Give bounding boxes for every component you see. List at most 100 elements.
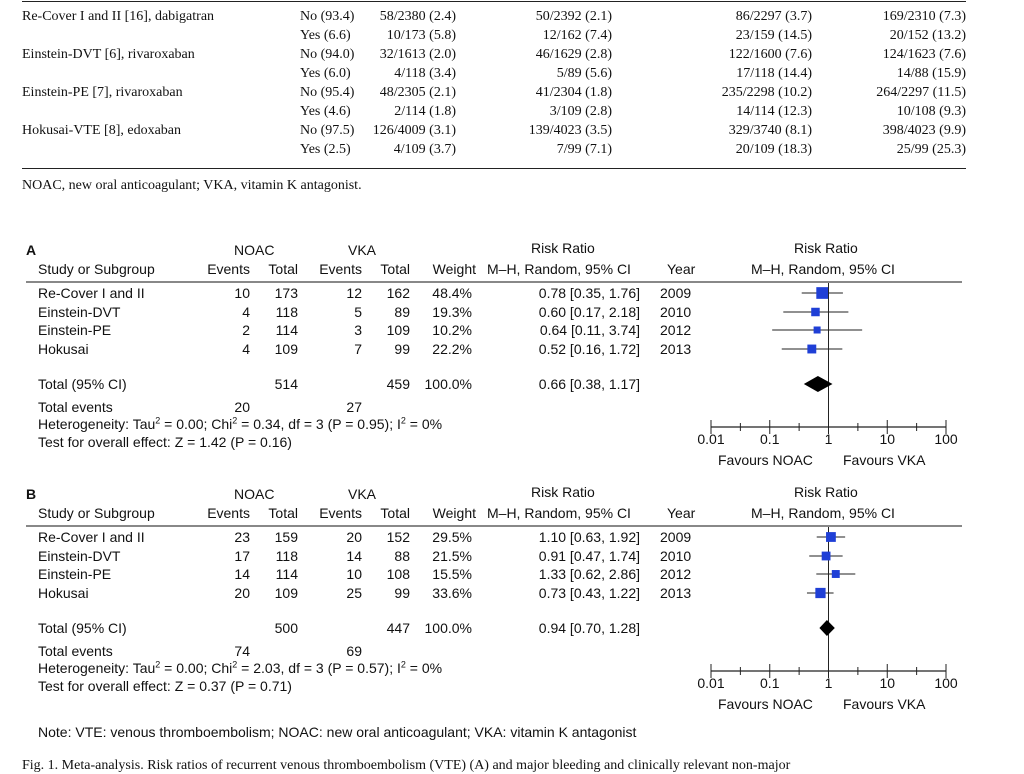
study-year: 2012 bbox=[660, 566, 692, 582]
vka-events: 20 bbox=[346, 529, 362, 545]
x-tick-label: 100 bbox=[934, 675, 958, 691]
x-tick-label: 0.01 bbox=[697, 675, 725, 691]
total-events-label: Total events bbox=[38, 643, 113, 659]
table-row: Einstein-DVT [6], rivaroxaban No (94.0) 32… bbox=[22, 47, 966, 66]
total-events-label: Total events bbox=[38, 399, 113, 415]
vka-total: 89 bbox=[394, 304, 410, 320]
total-ci: 0.66 [0.38, 1.17] bbox=[538, 376, 640, 392]
study-year: 2010 bbox=[660, 548, 692, 564]
favours-noac-label: Favours NOAC bbox=[718, 452, 813, 468]
study-cell: Hokusai-VTE [8], edoxaban bbox=[22, 123, 182, 138]
study-year: 2009 bbox=[660, 285, 692, 301]
vka-total: 152 bbox=[386, 529, 410, 545]
pooled-diamond bbox=[819, 620, 835, 636]
point-estimate-square bbox=[831, 570, 840, 578]
overall-effect-text: Test for overall effect: Z = 0.37 (P = 0… bbox=[38, 678, 292, 694]
study-ci: 1.10 [0.63, 1.92] bbox=[538, 529, 640, 545]
forest-plot-svg bbox=[710, 282, 947, 434]
table-row: Einstein-PE [7], rivaroxaban No (95.4) 48/… bbox=[22, 85, 966, 104]
x-tick-label: 100 bbox=[934, 431, 958, 447]
point-estimate-square bbox=[813, 326, 821, 334]
risk-ratio-header: Risk Ratio bbox=[531, 484, 595, 500]
study-ci: 0.52 [0.16, 1.72] bbox=[538, 341, 640, 357]
group-cell: Yes (2.5) bbox=[300, 142, 351, 157]
superscript: 2 bbox=[232, 415, 238, 426]
favours-vka-label: Favours VKA bbox=[843, 452, 926, 468]
study-weight: 48.4% bbox=[432, 285, 472, 301]
total-noac: 500 bbox=[274, 620, 298, 636]
noac-events: 20 bbox=[234, 585, 250, 601]
study-ci: 0.78 [0.35, 1.76] bbox=[538, 285, 640, 301]
noac-total: 114 bbox=[275, 566, 298, 582]
study-year: 2012 bbox=[660, 322, 692, 338]
total-vka: 459 bbox=[386, 376, 410, 392]
value-cell: 50/2392 (2.1) bbox=[535, 9, 612, 24]
table-row: Re-Cover I and II [16], dabigatran No (93… bbox=[22, 9, 966, 28]
heterogeneity-text: Heterogeneity: Tau2 = 0.00; Chi2 = 2.03,… bbox=[38, 660, 442, 676]
study-name: Hokusai bbox=[38, 585, 89, 601]
noac-total: 118 bbox=[275, 548, 298, 564]
method-header: M–H, Random, 95% CI bbox=[487, 505, 631, 521]
value-cell: 5/89 (5.6) bbox=[556, 66, 612, 81]
figure-caption: Fig. 1. Meta-analysis. Risk ratios of re… bbox=[22, 758, 791, 773]
method-plot-header: M–H, Random, 95% CI bbox=[751, 261, 895, 277]
overall-effect-text: Test for overall effect: Z = 1.42 (P = 0… bbox=[38, 434, 292, 450]
value-cell: 12/162 (7.4) bbox=[542, 28, 612, 43]
study-weight: 15.5% bbox=[432, 566, 472, 582]
value-cell: 126/4009 (3.1) bbox=[372, 123, 456, 138]
value-cell: 139/4023 (3.5) bbox=[528, 123, 612, 138]
total-events-vka: 27 bbox=[346, 399, 362, 415]
study-cell: Einstein-PE [7], rivaroxaban bbox=[22, 85, 183, 100]
vka-events-header: Events bbox=[319, 505, 362, 521]
table-row: Hokusai-VTE [8], edoxaban No (97.5) 126/40… bbox=[22, 123, 966, 142]
study-ci: 0.73 [0.43, 1.22] bbox=[538, 585, 640, 601]
noac-total: 118 bbox=[275, 304, 298, 320]
value-cell: 4/109 (3.7) bbox=[393, 142, 456, 157]
noac-total: 114 bbox=[275, 322, 298, 338]
noac-events: 14 bbox=[234, 566, 250, 582]
noac-header: NOAC bbox=[234, 242, 275, 258]
total-vka: 447 bbox=[386, 620, 410, 636]
study-ci: 0.60 [0.17, 2.18] bbox=[538, 304, 640, 320]
method-plot-header: M–H, Random, 95% CI bbox=[751, 505, 895, 521]
x-tick-label: 1 bbox=[824, 431, 833, 447]
vka-total: 109 bbox=[386, 322, 410, 338]
vka-events: 3 bbox=[354, 322, 362, 338]
figure-footnote: Note: VTE: venous thromboembolism; NOAC:… bbox=[38, 724, 637, 740]
point-estimate-square bbox=[811, 307, 820, 317]
weight-header: Weight bbox=[432, 261, 476, 277]
study-year: 2009 bbox=[660, 529, 692, 545]
noac-events-header: Events bbox=[207, 505, 250, 521]
heterogeneity-part: = 0% bbox=[405, 660, 443, 676]
noac-total: 159 bbox=[274, 529, 298, 545]
heterogeneity-part: Heterogeneity: Tau bbox=[38, 416, 156, 432]
heterogeneity-part: Heterogeneity: Tau bbox=[38, 660, 156, 676]
value-cell: 48/2305 (2.1) bbox=[379, 85, 456, 100]
heterogeneity-part: = 0.00; Chi bbox=[160, 660, 233, 676]
value-cell: 7/99 (7.1) bbox=[556, 142, 612, 157]
vka-total: 99 bbox=[394, 341, 410, 357]
header-rule bbox=[26, 281, 962, 283]
panel-label: A bbox=[26, 242, 37, 258]
risk-ratio-plot-header: Risk Ratio bbox=[794, 484, 858, 500]
forest-plot-a: A NOAC VKA Risk Ratio Risk Ratio Study or Sub… bbox=[26, 240, 966, 470]
point-estimate-square bbox=[816, 287, 829, 299]
vka-events: 5 bbox=[354, 304, 362, 320]
group-cell: No (97.5) bbox=[300, 123, 355, 138]
study-cell: Einstein-DVT [6], rivaroxaban bbox=[22, 47, 195, 62]
vka-total: 162 bbox=[386, 285, 410, 301]
vka-events: 10 bbox=[346, 566, 362, 582]
group-cell: Yes (6.0) bbox=[300, 66, 351, 81]
total-ci: 0.94 [0.70, 1.28] bbox=[538, 620, 640, 636]
value-cell: 20/152 (13.2) bbox=[889, 28, 966, 43]
total-weight: 100.0% bbox=[424, 620, 472, 636]
noac-total-header: Total bbox=[268, 505, 298, 521]
value-cell: 10/173 (5.8) bbox=[386, 28, 456, 43]
noac-events: 23 bbox=[234, 529, 250, 545]
noac-events-header: Events bbox=[207, 261, 250, 277]
value-cell: 23/159 (14.5) bbox=[735, 28, 812, 43]
study-ci: 0.64 [0.11, 3.74] bbox=[539, 322, 640, 338]
noac-events: 17 bbox=[234, 548, 250, 564]
value-cell: 41/2304 (1.8) bbox=[535, 85, 612, 100]
value-cell: 235/2298 (10.2) bbox=[721, 85, 812, 100]
